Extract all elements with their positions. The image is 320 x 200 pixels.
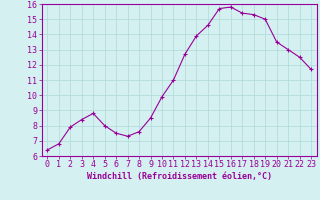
X-axis label: Windchill (Refroidissement éolien,°C): Windchill (Refroidissement éolien,°C) [87, 172, 272, 181]
